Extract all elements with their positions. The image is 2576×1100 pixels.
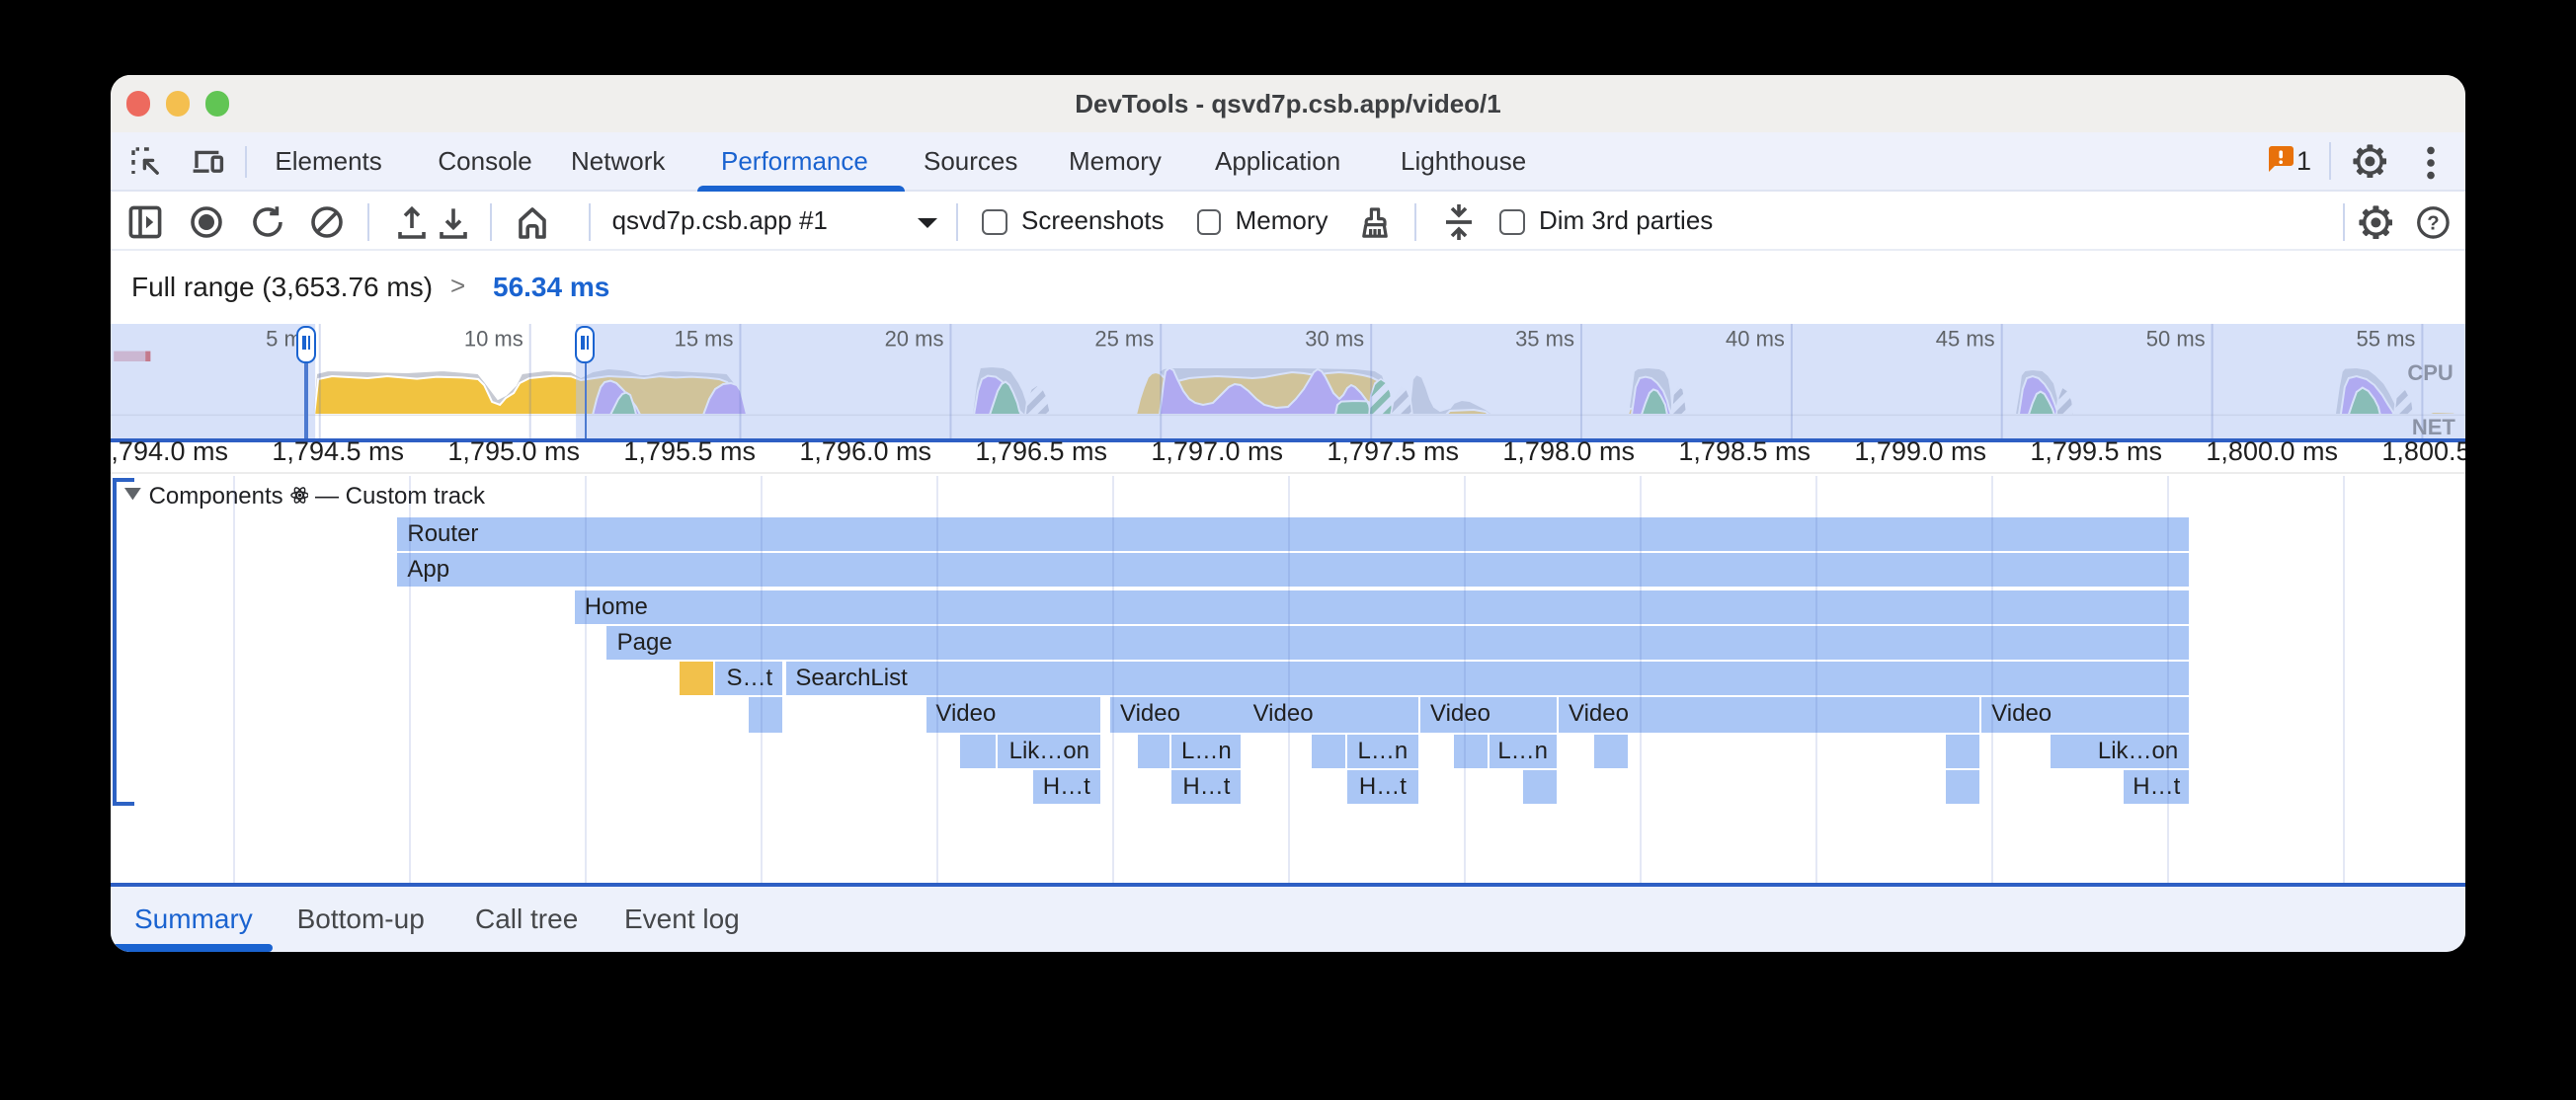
svg-text:30 ms: 30 ms	[1305, 326, 1364, 351]
svg-text:CPU: CPU	[2407, 359, 2453, 384]
svg-text:25 ms: 25 ms	[1094, 326, 1154, 351]
svg-text:35 ms: 35 ms	[1515, 326, 1574, 351]
svg-text:55 ms: 55 ms	[2357, 326, 2416, 351]
svg-text:40 ms: 40 ms	[1726, 326, 1785, 351]
svg-text:10 ms: 10 ms	[464, 326, 523, 351]
svg-text:NET: NET	[2412, 414, 2456, 438]
svg-text:20 ms: 20 ms	[885, 326, 944, 351]
svg-text:45 ms: 45 ms	[1936, 326, 1995, 351]
svg-text:15 ms: 15 ms	[675, 326, 734, 351]
svg-text:50 ms: 50 ms	[2146, 326, 2206, 351]
svg-text:?: ?	[2426, 212, 2438, 234]
